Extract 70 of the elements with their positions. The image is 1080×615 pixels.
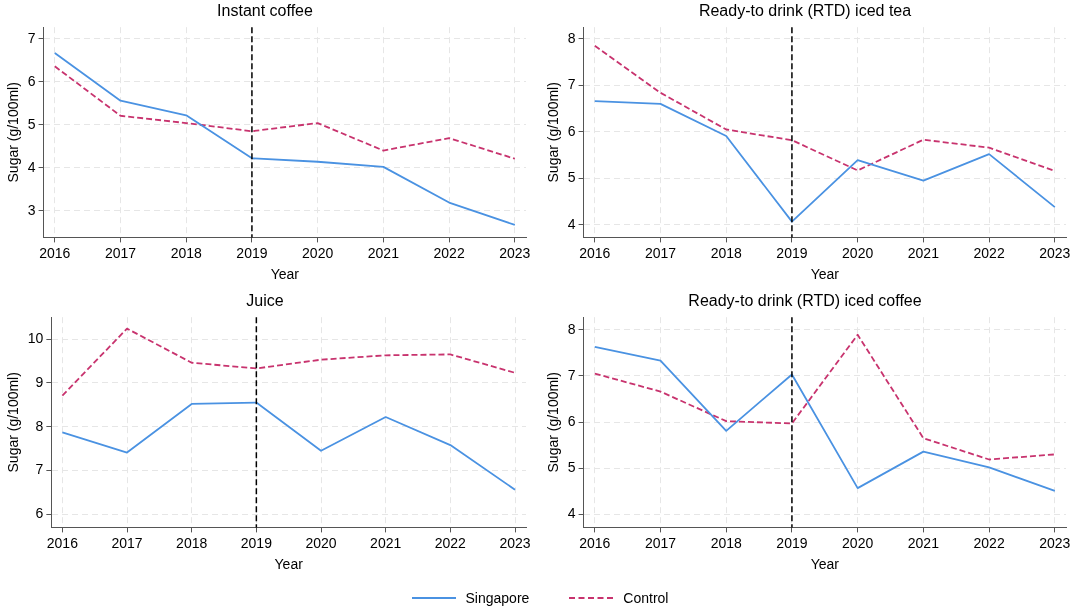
y-tick-label: 7 [27,29,36,46]
x-tick-label: 2022 [434,534,467,551]
y-tick-label: 8 [35,417,44,434]
x-tick-label: 2023 [1039,534,1071,551]
y-tick-label: 7 [567,366,576,383]
x-tick-label: 2018 [710,534,742,551]
x-tick-label: 2017 [104,244,137,261]
y-axis-title: Sugar (g/100ml) [545,372,562,473]
x-tick-label: 2018 [176,534,208,551]
line-series [593,333,1056,461]
x-tick-label: 2021 [907,244,940,261]
legend-label: Control [623,589,669,606]
x-tick-label: 2016 [579,244,611,261]
x-tick-label: 2016 [579,534,611,551]
y-tick-label: 5 [567,169,576,186]
line-series [593,44,1056,172]
x-axis-title: Year [810,266,840,283]
x-tick-label: 2016 [46,534,79,551]
x-tick-label: 2020 [842,534,874,551]
y-tick-label: 8 [567,320,576,337]
y-tick-label: 5 [567,459,576,476]
x-tick-label: 2023 [499,534,531,551]
y-tick-label: 7 [567,76,576,93]
x-tick-label: 2018 [170,244,202,261]
y-tick-label: 3 [27,201,36,218]
x-axis-title: Year [270,266,300,283]
x-tick-label: 2019 [776,534,808,551]
x-tick-label: 2023 [1039,244,1071,261]
y-axis-title: Sugar (g/100ml) [5,372,22,473]
y-axis-title: Sugar (g/100ml) [5,82,22,183]
y-tick-label: 8 [567,29,576,46]
x-tick-label: 2021 [367,244,400,261]
y-tick-label: 6 [567,412,576,429]
y-tick-label: 4 [567,215,576,232]
y-tick-label: 7 [35,461,44,478]
x-tick-label: 2021 [907,534,940,551]
x-tick-label: 2020 [305,534,337,551]
chart-title: Instant coffee [217,2,313,20]
x-tick-label: 2019 [776,244,808,261]
y-axis-title: Sugar (g/100ml) [545,82,562,183]
chart-title: Juice [246,292,284,310]
y-tick-label: 5 [27,115,36,132]
x-tick-label: 2016 [39,244,71,261]
y-tick-label: 6 [27,72,36,89]
x-axis-title: Year [274,556,304,573]
chart-title: Ready-to drink (RTD) iced tea [698,2,912,20]
y-tick-label: 6 [567,122,576,139]
y-tick-label: 4 [567,505,576,522]
x-tick-label: 2022 [433,244,465,261]
legend-label: Singapore [465,589,530,606]
line-series [53,65,516,160]
x-tick-label: 2019 [236,244,268,261]
x-tick-label: 2017 [644,534,677,551]
x-tick-label: 2021 [370,534,402,551]
y-tick-label: 10 [27,329,44,346]
x-tick-label: 2019 [240,534,273,551]
x-tick-label: 2022 [973,244,1005,261]
x-tick-label: 2020 [302,244,334,261]
line-series [61,327,516,397]
x-tick-label: 2022 [973,534,1005,551]
x-tick-label: 2023 [499,244,531,261]
x-tick-label: 2017 [644,244,677,261]
x-tick-label: 2017 [111,534,143,551]
x-tick-label: 2020 [842,244,874,261]
y-tick-label: 4 [27,158,36,175]
chart-title: Ready-to drink (RTD) iced coffee [688,292,922,310]
x-tick-label: 2018 [710,244,742,261]
y-tick-label: 9 [35,373,44,390]
x-axis-title: Year [810,556,840,573]
y-tick-label: 6 [35,505,44,522]
